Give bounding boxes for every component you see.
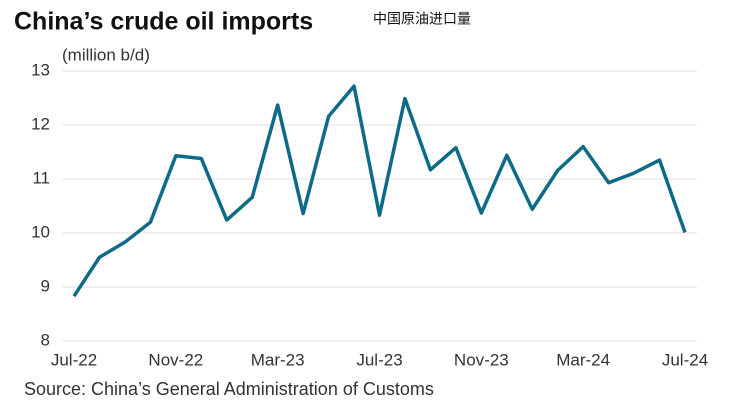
source: Source: China’s General Administration o… bbox=[24, 379, 434, 399]
y-tick-label: 8 bbox=[41, 330, 50, 349]
x-tick-label: Jul-23 bbox=[356, 350, 402, 369]
y-axis-label: (million b/d) bbox=[62, 45, 150, 64]
x-tick-label: Jul-22 bbox=[51, 350, 97, 369]
x-tick-label: Mar-23 bbox=[251, 350, 305, 369]
y-tick-label: 12 bbox=[31, 114, 50, 133]
x-tick-label: Nov-22 bbox=[148, 350, 203, 369]
y-tick-label: 9 bbox=[41, 276, 50, 295]
chart-title: China’s crude oil imports bbox=[14, 8, 313, 36]
x-tick-label: Nov-23 bbox=[454, 350, 509, 369]
chart-subtitle: 中国原油进口量 bbox=[373, 11, 471, 27]
y-tick-label: 11 bbox=[32, 168, 50, 187]
y-tick-label: 10 bbox=[31, 222, 50, 241]
x-tick-label: Mar-24 bbox=[556, 350, 610, 369]
x-tick-label: Jul-24 bbox=[662, 350, 708, 369]
data-line bbox=[72, 84, 687, 298]
y-tick-label: 13 bbox=[31, 60, 50, 79]
